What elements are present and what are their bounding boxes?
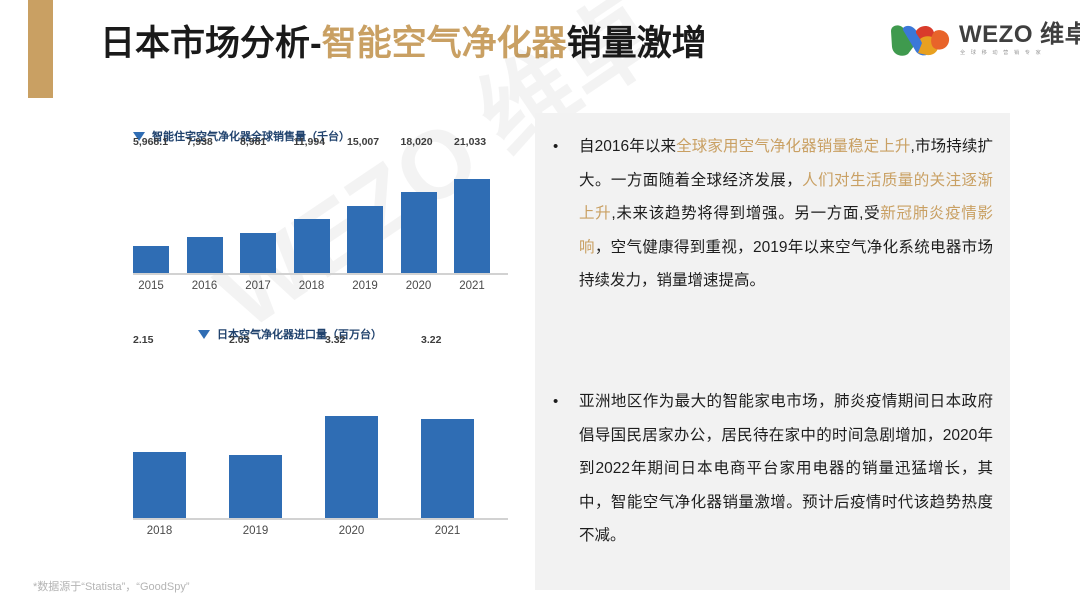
logo-subtext: 全球移动营销专家 (960, 50, 1047, 56)
bar-value-label: 7,938 (186, 136, 213, 148)
chart-plot-area: 5,968.1 7,938 8,981 11,994 15,007 18,020 21,03… (133, 136, 508, 275)
x-axis-line (133, 518, 508, 520)
bar: 7,938 (186, 136, 223, 273)
x-axis-line (133, 273, 508, 275)
bar-value-label: 18,020 (400, 136, 433, 148)
x-axis-tick-label: 2015 (138, 280, 164, 292)
bar-value-label: 3.22 (421, 334, 442, 346)
bar-value-label: 11,994 (293, 136, 326, 148)
highlighted-text-run: 人们对生活质量的关注逐渐上升 (579, 171, 993, 223)
wezo-logo: WEZO 维卓 全球移动营销专家 (889, 20, 1080, 65)
bar: 15,007 (347, 136, 383, 273)
text-run: 自2016年以来 (579, 138, 677, 155)
text-run: ,未来该趋势将得到增强。另一方面,受 (611, 205, 881, 222)
triangle-marker-icon (198, 330, 210, 339)
bar-value-label: 2.15 (133, 334, 154, 346)
highlighted-text-run: 全球家用空气净化器销量稳定上升 (676, 138, 911, 155)
triangle-marker-icon (133, 132, 145, 141)
bar-item: 21,033 (454, 136, 490, 273)
bullet-marker: • (553, 393, 559, 410)
bar-value-label: 2.03 (229, 334, 250, 346)
bar-item: 3.32 (325, 334, 378, 518)
bar: 3.32 (325, 334, 378, 518)
logo-wordmark: WEZO 维卓 (959, 21, 1080, 48)
data-source-footnote: *数据源于“Statista”，“GoodSpy” (33, 581, 190, 593)
insight-paragraph: • 亚洲地区作为最大的智能家电市场，肺炎疫情期间日本政府倡导国民居家办公，居民待… (544, 385, 999, 553)
insight-paragraph: • 自2016年以来全球家用空气净化器销量稳定上升,市场持续扩大。一方面随着全球… (544, 130, 999, 298)
bar: 5,968.1 (133, 136, 169, 273)
bullet-marker: • (553, 138, 559, 155)
x-axis-tick-label: 2020 (338, 525, 365, 537)
x-axis-tick-labels: 2015 2016 2017 2018 2019 2020 2021 (133, 280, 508, 292)
bar: 21,033 (454, 136, 490, 273)
page-title: 日本市场分析-智能空气净化器销量激增 (100, 20, 707, 68)
bar-item: 2.03 (229, 334, 282, 518)
chart-title-text: 智能住宅空气净化器全球销售量（千台） (152, 131, 350, 143)
insight-paragraph-text: 自2016年以来全球家用空气净化器销量稳定上升,市场持续扩大。一方面随着全球经济… (579, 130, 993, 298)
text-run: ，空气健康得到重视，2019年以来空气净化系统电器市场持续发力，销量增速提高。 (579, 238, 993, 290)
insight-paragraph-text: 亚洲地区作为最大的智能家电市场，肺炎疫情期间日本政府倡导国民居家办公，居民待在家… (579, 385, 993, 553)
insight-panel: • 自2016年以来全球家用空气净化器销量稳定上升,市场持续扩大。一方面随着全球… (535, 113, 1010, 590)
bar-item: 3.22 (421, 334, 474, 518)
page-title-part-2: 销量激增 (566, 24, 707, 63)
bar-item: 5,968.1 (133, 136, 169, 273)
x-axis-tick-label: 2020 (405, 280, 432, 292)
bar-item: 2.15 (133, 334, 186, 518)
bar-item: 18,020 (400, 136, 437, 273)
text-run: 亚洲地区作为最大的智能家电市场，肺炎疫情期间日本政府倡导国民居家办公，居民待在家… (579, 393, 993, 544)
x-axis-tick-label: 2016 (191, 280, 218, 292)
chart-title: 日本空气净化器进口量（百万台） (198, 328, 382, 342)
bar-value-label: 5,968.1 (133, 136, 169, 148)
bar-item: 7,938 (186, 136, 223, 273)
bar-item: 15,007 (347, 136, 383, 273)
chart-title: 智能住宅空气净化器全球销售量（千台） (133, 130, 350, 144)
bar: 2.15 (133, 334, 186, 518)
bar-value-label: 21,033 (454, 136, 487, 148)
x-axis-tick-label: 2017 (245, 280, 271, 292)
bar-item: 11,994 (293, 136, 330, 273)
chart-plot-area: 2.15 2.03 3.32 3.22 (133, 334, 508, 520)
bar: 18,020 (400, 136, 437, 273)
bar: 3.22 (421, 334, 474, 518)
page-title-part-1: 日本市场分析- (100, 24, 322, 63)
wezo-ribbon-icon (891, 25, 950, 56)
x-axis-tick-label: 2021 (459, 280, 485, 292)
title-accent-bar (28, 0, 53, 98)
chart-japan-purifier-imports: 日本空气净化器进口量（百万台） 2.15 2.03 3.32 3.22 2018 201… (133, 328, 508, 543)
bar: 8,981 (240, 136, 276, 273)
bar-value-label: 3.32 (325, 334, 346, 346)
bar: 11,994 (293, 136, 330, 273)
page-title-highlight: 智能空气净化器 (321, 24, 567, 63)
x-axis-tick-label: 2021 (434, 525, 461, 537)
bar-series: 5,968.1 7,938 8,981 11,994 15,007 18,020 21,03… (133, 136, 508, 273)
chart-global-smart-purifier-sales: 智能住宅空气净化器全球销售量（千台） 5,968.1 7,938 8,981 11,9… (133, 130, 508, 295)
bar-item: 8,981 (240, 136, 276, 273)
bar-value-label: 8,981 (240, 136, 267, 148)
chart-title-text: 日本空气净化器进口量（百万台） (217, 329, 382, 341)
x-axis-tick-label: 2019 (352, 280, 378, 292)
x-axis-tick-label: 2018 (298, 280, 325, 292)
x-axis-tick-label: 2019 (242, 525, 269, 537)
text-run: ,市场持续扩大。一方面随着全球经济发展， (579, 138, 993, 189)
highlighted-text-run: 新冠肺炎疫情影响 (579, 205, 993, 256)
x-axis-tick-label: 2018 (146, 525, 173, 537)
bar: 2.03 (229, 334, 282, 518)
bar-value-label: 15,007 (347, 136, 380, 148)
x-axis-tick-labels: 2018 2019 2020 2021 (133, 525, 508, 537)
bar-series: 2.15 2.03 3.32 3.22 (133, 334, 508, 518)
